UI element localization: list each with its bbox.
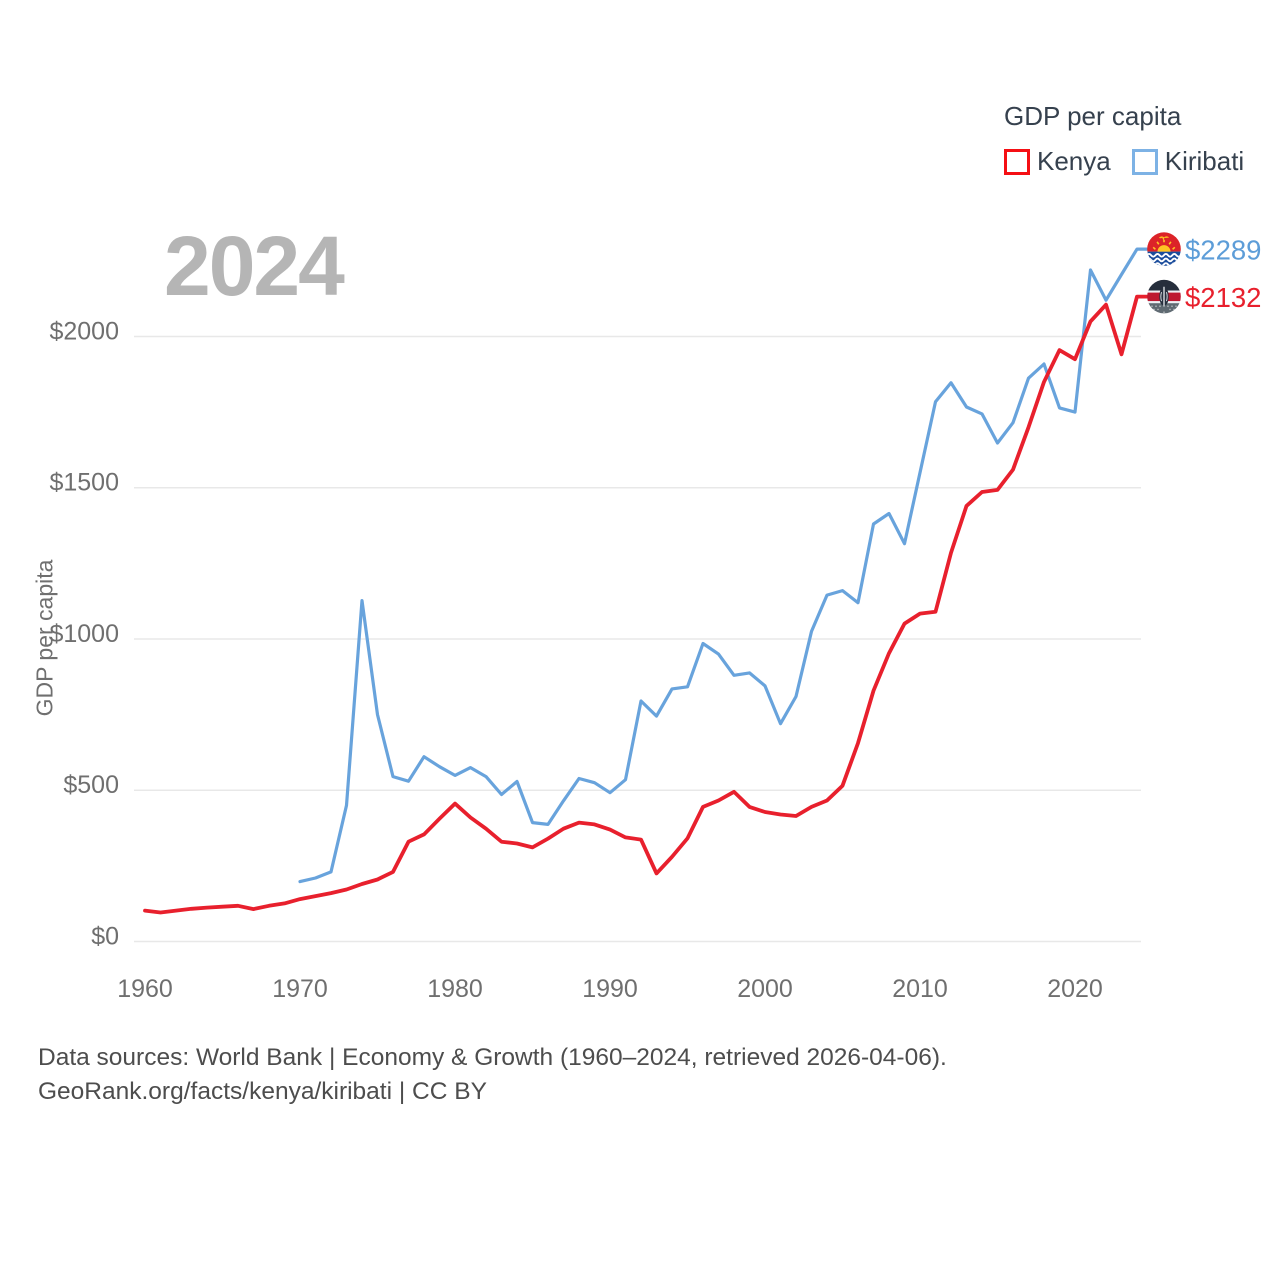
- legend-title: GDP per capita: [1004, 101, 1182, 131]
- legend-swatch-kenya: [1004, 148, 1030, 175]
- x-tick-label: 1970: [272, 975, 328, 1003]
- x-tick-label: 2020: [1047, 975, 1103, 1003]
- source-line-2: GeoRank.org/facts/kenya/kiribati | CC BY: [38, 1078, 487, 1105]
- legend-item-kenya[interactable]: Kenya: [1004, 146, 1111, 177]
- gridlines: [134, 335, 1141, 943]
- x-tick-label: 1960: [117, 975, 173, 1003]
- legend-label: Kiribati: [1164, 146, 1245, 176]
- legend-swatch-kiribati: [1131, 148, 1158, 175]
- y-axis-title: GDP per capita: [31, 559, 58, 717]
- y-tick-label: $2000: [49, 317, 119, 345]
- x-tick-label: 1990: [582, 975, 638, 1003]
- line-kenya: [143, 294, 1149, 915]
- series-end-value-labels: $2289 $2132: [1185, 235, 1261, 313]
- series-lines: [143, 247, 1149, 915]
- y-tick-label: $0: [91, 922, 119, 950]
- y-axis-tick-labels: $0 $500 $1000 $1500 $2000: [49, 317, 119, 950]
- x-tick-label: 1980: [427, 975, 483, 1003]
- source-text: Data sources: World Bank | Economy & Gro…: [38, 1041, 947, 1109]
- line-kiribati: [298, 247, 1149, 884]
- legend-items: Kenya Kiribati: [1004, 146, 1264, 177]
- end-value-label-kiribati: $2289: [1185, 235, 1261, 266]
- source-line-1: Data sources: World Bank | Economy & Gro…: [38, 1044, 947, 1071]
- legend-item-kiribati[interactable]: Kiribati: [1131, 146, 1245, 177]
- x-tick-label: 2010: [892, 975, 948, 1003]
- x-tick-label: 2000: [737, 975, 793, 1003]
- kenya-flag-icon: [1147, 279, 1181, 314]
- x-axis-tick-labels: 1960 1970 1980 1990 2000 2010 2020: [117, 975, 1103, 1003]
- legend: GDP per capita Kenya Kiribati: [1004, 101, 1264, 177]
- y-tick-label: $1500: [49, 469, 119, 497]
- legend-label: Kenya: [1037, 146, 1111, 176]
- y-tick-label: $500: [63, 771, 119, 799]
- end-value-label-kenya: $2132: [1185, 282, 1261, 313]
- y-tick-label: $1000: [49, 620, 119, 648]
- kiribati-flag-icon: [1147, 232, 1181, 266]
- watermark-year: 2024: [164, 219, 345, 313]
